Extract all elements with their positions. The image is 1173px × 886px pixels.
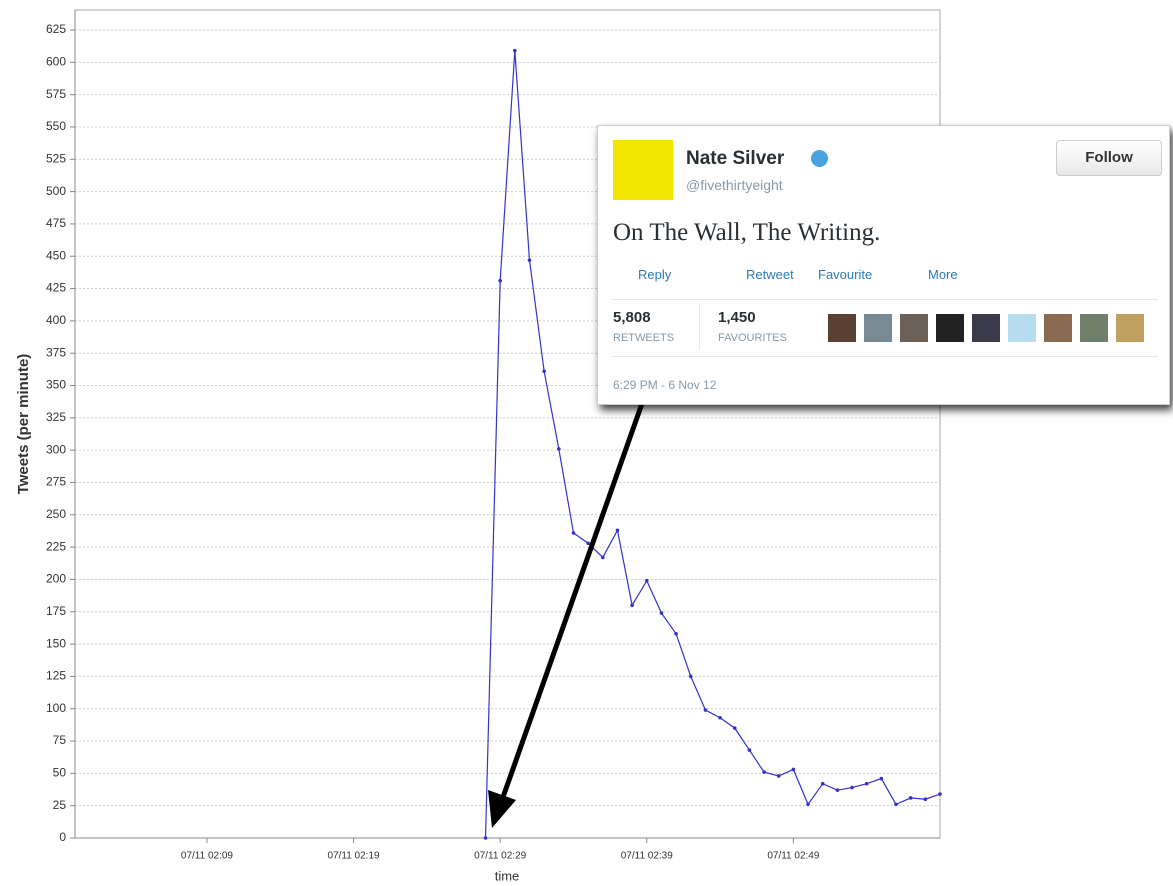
tweet-name[interactable]: Nate Silver <box>686 148 785 169</box>
data-point <box>923 797 928 802</box>
y-tick-label: 475 <box>46 216 66 230</box>
y-tick-label: 400 <box>46 313 66 327</box>
more-action[interactable]: More <box>928 267 958 282</box>
data-point <box>557 447 561 451</box>
data-point <box>791 767 796 772</box>
x-tick-label: 07/11 02:39 <box>621 851 674 862</box>
data-point <box>835 788 840 792</box>
user-avatar[interactable] <box>1044 314 1072 342</box>
data-point <box>498 279 502 283</box>
tweet-handle[interactable]: @fivethirtyeight <box>686 177 783 193</box>
data-point <box>776 774 781 778</box>
data-point <box>850 785 854 790</box>
user-avatar[interactable] <box>864 314 892 342</box>
x-axis-label: time <box>495 868 520 883</box>
y-tick-label: 525 <box>46 151 66 165</box>
data-point <box>718 715 722 720</box>
y-tick-label: 625 <box>46 22 66 36</box>
y-tick-label: 550 <box>46 119 66 133</box>
data-point <box>527 258 532 262</box>
data-point <box>644 578 649 583</box>
y-tick-label: 75 <box>53 733 67 747</box>
data-point <box>908 796 913 800</box>
reply-action[interactable]: Reply <box>638 267 672 282</box>
y-tick-label: 25 <box>53 798 67 812</box>
y-tick-label: 150 <box>46 636 66 650</box>
data-point <box>820 781 825 786</box>
y-tick-label: 300 <box>46 442 66 456</box>
y-tick-label: 350 <box>46 378 66 392</box>
favourite-action[interactable]: Favourite <box>818 267 873 282</box>
y-tick-label: 275 <box>46 475 66 489</box>
y-tick-label: 50 <box>53 766 67 780</box>
data-point <box>864 781 869 786</box>
retweet-action[interactable]: Retweet <box>746 267 794 282</box>
favourite-count: 1,450 <box>718 309 756 326</box>
user-avatar[interactable] <box>936 314 964 342</box>
data-point <box>586 541 590 546</box>
y-tick-label: 0 <box>59 830 66 844</box>
x-tick-label: 07/11 02:19 <box>328 851 381 862</box>
data-point <box>747 748 752 752</box>
favourite-label: FAVOURITES <box>718 332 787 344</box>
separator <box>613 299 1158 300</box>
data-point <box>659 611 664 615</box>
verified-badge <box>811 150 828 167</box>
y-tick-label: 450 <box>46 248 66 262</box>
x-tick-label: 07/11 02:29 <box>474 851 527 862</box>
user-avatar[interactable] <box>1116 314 1144 342</box>
y-tick-label: 175 <box>46 604 66 618</box>
y-tick-label: 100 <box>46 701 66 715</box>
timestamp[interactable]: 6:29 PM - 6 Nov 12 <box>613 378 717 392</box>
y-tick-label: 200 <box>46 572 66 586</box>
x-tick-label: 07/11 02:09 <box>181 851 234 862</box>
data-point <box>688 674 693 679</box>
x-tick-label: 07/11 02:49 <box>767 851 820 862</box>
y-axis-label: Tweets (per minute) <box>15 354 32 495</box>
retweet-label: RETWEETS <box>613 332 675 344</box>
data-point <box>703 708 708 712</box>
series-line <box>484 50 941 839</box>
data-point <box>483 836 488 840</box>
y-tick-label: 250 <box>46 507 66 521</box>
user-avatar[interactable] <box>1080 314 1108 342</box>
data-point <box>615 528 620 533</box>
data-point <box>674 631 678 636</box>
user-avatar[interactable] <box>972 314 1000 342</box>
data-point <box>894 802 898 807</box>
data-point <box>806 802 810 807</box>
separator <box>613 356 1158 357</box>
data-point <box>732 726 737 730</box>
data-point <box>571 531 576 535</box>
y-tick-label: 500 <box>46 184 66 198</box>
arrow-shaft <box>499 394 648 801</box>
y-tick-label: 125 <box>46 669 66 683</box>
data-point <box>542 369 546 374</box>
data-point <box>513 48 517 53</box>
data-point <box>600 555 605 560</box>
separator <box>699 304 700 350</box>
data-point <box>762 770 766 774</box>
y-tick-label: 575 <box>46 87 66 101</box>
retweet-count: 5,808 <box>613 309 651 326</box>
y-tick-label: 325 <box>46 410 66 424</box>
avatar[interactable] <box>613 140 673 200</box>
tweet-text: On The Wall, The Writing. <box>613 219 881 246</box>
user-avatar[interactable] <box>900 314 928 342</box>
user-avatar[interactable] <box>828 314 856 342</box>
y-tick-label: 225 <box>46 539 66 553</box>
arrow-head <box>488 790 516 828</box>
y-tick-label: 600 <box>46 54 66 68</box>
y-tick-label: 425 <box>46 281 66 295</box>
data-point <box>938 792 942 796</box>
data-point <box>879 776 884 781</box>
data-point <box>630 603 634 608</box>
y-tick-label: 375 <box>46 345 66 359</box>
tweet-card: Nate Silver @fivethirtyeight Follow On T… <box>597 125 1170 405</box>
user-avatar[interactable] <box>1008 314 1036 342</box>
follow-button[interactable]: Follow <box>1056 140 1162 176</box>
